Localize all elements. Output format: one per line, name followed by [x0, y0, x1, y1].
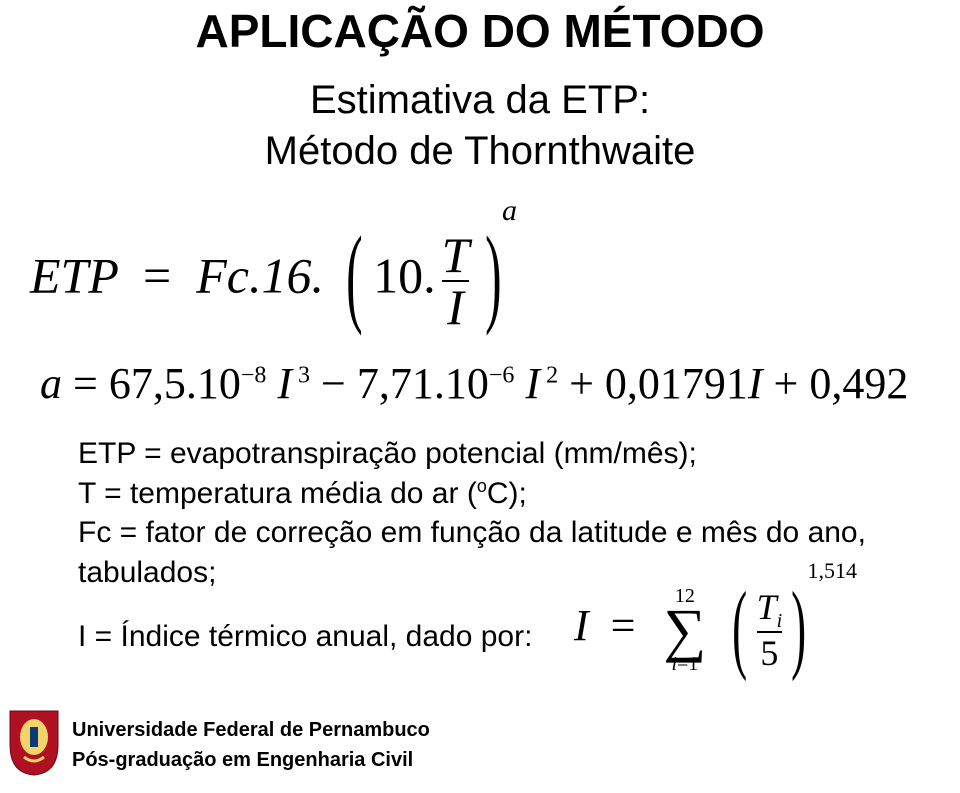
footer-line1: Universidade Federal de Pernambuco — [72, 715, 430, 745]
eq1-frac-num: T — [442, 230, 470, 280]
eq2-p2: −6 — [489, 362, 515, 388]
equation-index: I = 12 ∑ i=1 ( Ti 5 )1,514 — [574, 586, 865, 674]
eq3-sigma: 12 ∑ i=1 — [663, 586, 706, 674]
eq1-exponent: a — [502, 194, 517, 228]
eq3-frac-num-T: T — [757, 587, 777, 627]
eq2-c1: 67,5.10 — [109, 359, 241, 408]
eq2-lhs: a — [40, 359, 62, 408]
subtitle-line2: Método de Thornthwaite — [220, 123, 740, 174]
university-logo-icon — [6, 707, 62, 777]
def-t-b: C); — [487, 477, 527, 510]
eq1-frac-den: I — [442, 280, 470, 332]
eq2-c4: 0,492 — [809, 359, 908, 408]
eq1-fraction: T I — [442, 230, 470, 332]
eq3-frac-num-sub: i — [777, 610, 783, 632]
eq3-sigma-bot-eq: = — [677, 653, 688, 675]
eq3-frac-num: Ti — [757, 589, 783, 631]
eq1-terms: Fc.16. — [196, 247, 324, 303]
eq2-e1: 3 — [292, 362, 310, 388]
eq1-lhs: ETP — [30, 247, 118, 303]
degree-sup: o — [477, 476, 487, 496]
eq2-I1: I — [266, 359, 292, 408]
footer: Universidade Federal de Pernambuco Pós-g… — [72, 715, 430, 775]
subtitle-box: Estimativa da ETP: Método de Thornthwait… — [220, 70, 740, 190]
eq2-plus2: + — [763, 359, 810, 408]
equation-etp: ETP = Fc.16. (10. T I )a — [30, 230, 527, 332]
eq3-sigma-bot-val: 1 — [688, 653, 698, 675]
equation-a: a = 67,5.10−8 I 3 − 7,71.10−6 I 2 + 0,01… — [40, 358, 908, 409]
eq2-c2: 7,71.10 — [357, 359, 489, 408]
eq3-lhs: I — [574, 601, 589, 650]
eq3-frac-den: 5 — [757, 631, 783, 671]
eq2-minus: − — [310, 359, 357, 408]
eq3-fraction: Ti 5 — [757, 589, 783, 671]
eq1-paren-close: ) — [485, 245, 501, 306]
eq1-paren-open: ( — [347, 245, 363, 306]
eq3-eq-sign: = — [600, 601, 647, 650]
eq3-exponent: 1,514 — [807, 558, 857, 584]
subtitle-line1: Estimativa da ETP: — [220, 70, 740, 123]
eq1-ten: 10. — [373, 247, 436, 303]
index-label: I = Índice térmico anual, dado por: — [78, 620, 532, 654]
sigma-icon: ∑ — [663, 606, 706, 654]
eq1-eq-sign: = — [131, 247, 184, 303]
def-etp: ETP = evapotranspiração potencial (mm/mê… — [78, 434, 960, 474]
footer-line2: Pós-graduação em Engenharia Civil — [72, 745, 430, 775]
eq2-plus1: + — [558, 359, 605, 408]
def-t: T = temperatura média do ar (oC); — [78, 474, 960, 514]
def-t-a: T = temperatura média do ar ( — [78, 477, 477, 510]
eq2-I3: I — [748, 359, 763, 408]
eq2-c3: 0,01791 — [605, 359, 748, 408]
eq2-eq-sign: = — [62, 359, 109, 408]
eq3-paren-close: ) — [791, 599, 806, 654]
eq3-paren-open: ( — [732, 599, 747, 654]
page-title: APLICAÇÃO DO MÉTODO — [0, 4, 960, 58]
eq2-I2: I — [514, 359, 540, 408]
eq2-p1: −8 — [241, 362, 267, 388]
eq2-e2: 2 — [540, 362, 558, 388]
